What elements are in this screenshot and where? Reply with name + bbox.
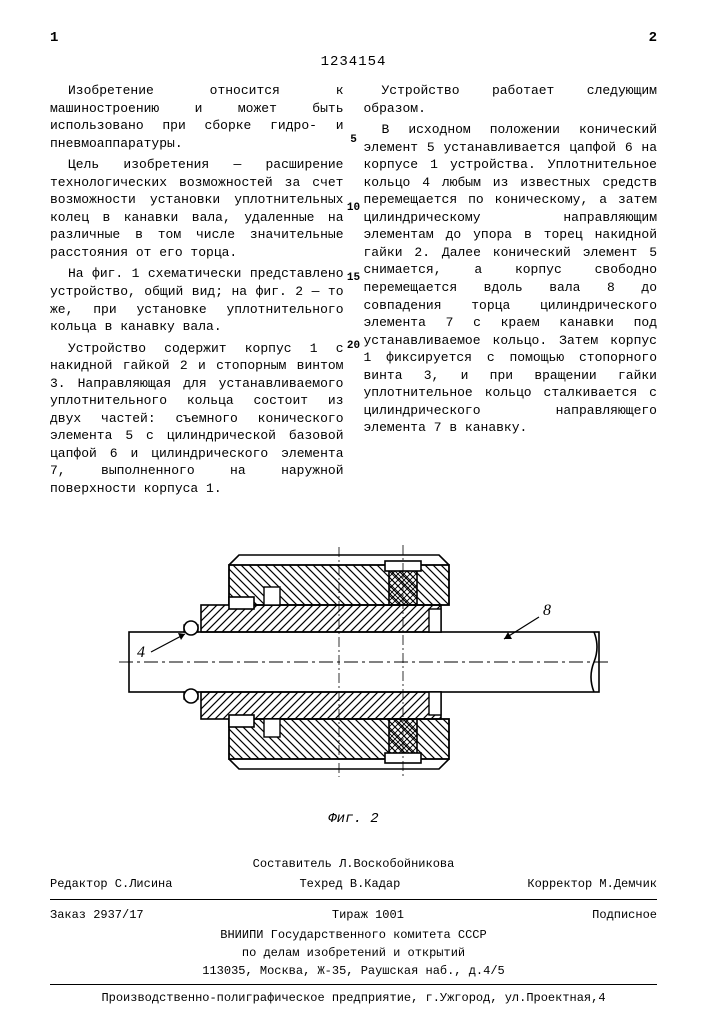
paragraph: Изобретение относится к машиностроению и…	[50, 82, 344, 152]
paragraph: Устройство работает следующим образом.	[364, 82, 658, 117]
footer-address: 113035, Москва, Ж-35, Раушская наб., д.4…	[50, 964, 657, 978]
footer-block: Составитель Л.Воскобойникова Редактор С.…	[50, 857, 657, 1005]
figure-2: 4 8 Фиг. 2	[50, 517, 657, 827]
footer-subscription: Подписное	[592, 908, 657, 922]
right-column: Устройство работает следующим образом. В…	[364, 82, 658, 502]
col-marker-left: 1	[50, 30, 58, 46]
paragraph: На фиг. 1 схематически представлено устр…	[50, 265, 344, 335]
footer-techred: Техред В.Кадар	[299, 877, 400, 891]
left-column: Изобретение относится к машиностроению и…	[50, 82, 344, 502]
footer-composer: Составитель Л.Воскобойникова	[50, 857, 657, 871]
paragraph: В исходном положении конический элемент …	[364, 121, 658, 437]
footer-org1: ВНИИПИ Государственного комитета СССР	[50, 928, 657, 942]
text-columns-wrapper: 5 10 15 20 Изобретение относится к машин…	[50, 82, 657, 502]
divider	[50, 984, 657, 985]
footer-corrector: Корректор М.Демчик	[527, 877, 657, 891]
paragraph: Цель изобретения — расширение технологич…	[50, 156, 344, 261]
column-markers: 1 2	[50, 30, 657, 46]
document-number: 1234154	[50, 54, 657, 70]
figure-label-4: 4	[137, 644, 145, 661]
line-marker: 10	[347, 202, 360, 214]
footer-credits-row: Редактор С.Лисина Техред В.Кадар Коррект…	[50, 875, 657, 893]
figure-svg: 4 8	[89, 517, 619, 807]
col-marker-right: 2	[649, 30, 657, 46]
page: 1 2 1234154 5 10 15 20 Изобретение относ…	[0, 0, 707, 1029]
footer-editor: Редактор С.Лисина	[50, 877, 172, 891]
line-marker: 15	[347, 272, 360, 284]
footer-tirazh: Тираж 1001	[332, 908, 404, 922]
divider	[50, 899, 657, 900]
footer-order-row: Заказ 2937/17 Тираж 1001 Подписное	[50, 906, 657, 924]
paragraph: Устройство содержит корпус 1 с накидной …	[50, 340, 344, 498]
figure-caption: Фиг. 2	[50, 811, 657, 827]
footer-printer: Производственно-полиграфическое предприя…	[50, 991, 657, 1005]
footer-order: Заказ 2937/17	[50, 908, 144, 922]
line-marker: 20	[347, 340, 360, 352]
line-marker: 5	[350, 134, 357, 146]
footer-org2: по делам изобретений и открытий	[50, 946, 657, 960]
figure-label-8: 8	[543, 602, 551, 619]
